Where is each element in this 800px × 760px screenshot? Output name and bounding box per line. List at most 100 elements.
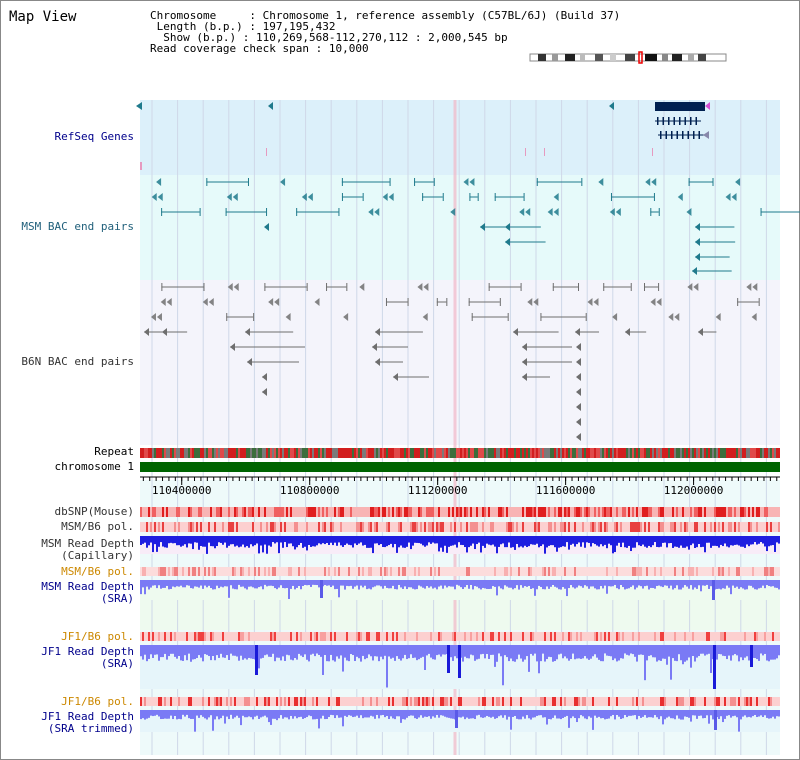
polymorphism-cell <box>644 567 646 576</box>
polymorphism-cell <box>738 697 740 706</box>
read-depth-bar <box>430 710 432 719</box>
track-label-jf1-b6-pol[interactable]: JF1/B6 pol. <box>61 630 134 643</box>
polymorphism-cell <box>160 567 162 576</box>
track-label-msm-b6-pol[interactable]: MSM/B6 pol. <box>61 520 134 533</box>
polymorphism-cell <box>258 567 260 576</box>
read-depth-bar <box>178 645 180 656</box>
polymorphism-cell <box>636 522 638 532</box>
polymorphism-cell <box>564 697 566 706</box>
repeat-segment <box>464 448 466 458</box>
read-depth-bar <box>624 710 626 716</box>
repeat-segment <box>436 448 438 458</box>
polymorphism-cell <box>144 522 146 532</box>
read-depth-bar <box>404 536 406 548</box>
bac-end <box>488 283 490 291</box>
repeat-segment <box>594 448 596 458</box>
polymorphism-cell <box>602 522 604 532</box>
polymorphism-cell <box>700 522 702 532</box>
track-label-jf1-depth-sra[interactable]: JF1 Read Depth (SRA) <box>0 646 134 670</box>
read-depth-bar <box>492 645 494 655</box>
read-depth-bar <box>730 536 732 546</box>
polymorphism-cell <box>258 522 260 532</box>
read-depth-bar <box>568 710 570 728</box>
read-depth-bar <box>294 536 296 550</box>
read-depth-bar <box>692 710 694 716</box>
read-depth-bar <box>716 645 718 660</box>
repeat-segment <box>220 448 222 458</box>
read-depth-bar <box>172 536 174 544</box>
polymorphism-cell <box>328 632 330 641</box>
polymorphism-cell <box>308 632 310 641</box>
polymorphism-cell <box>292 522 294 532</box>
read-depth-bar <box>544 710 546 718</box>
polymorphism-cell <box>762 507 764 517</box>
track-label-msm-bac[interactable]: MSM BAC end pairs <box>21 220 134 233</box>
polymorphism-cell <box>458 507 460 517</box>
read-depth-bar <box>474 536 476 550</box>
repeat-segment <box>434 448 436 458</box>
polymorphism-cell <box>268 567 270 576</box>
bac-end <box>266 208 268 216</box>
polymorphism-cell <box>540 697 542 706</box>
read-depth-bar <box>186 536 188 548</box>
read-depth-bar <box>198 580 200 588</box>
read-depth-bar <box>392 536 394 548</box>
polymorphism-cell <box>224 697 226 706</box>
polymorphism-cell <box>766 522 768 532</box>
read-depth-bar <box>388 580 390 589</box>
track-label-msm-b6-pol-2[interactable]: MSM/B6 pol. <box>61 565 134 578</box>
read-depth-bar <box>148 580 150 590</box>
polymorphism-cell <box>608 697 610 706</box>
track-label-refseq[interactable]: RefSeq Genes <box>54 130 134 143</box>
track-label-chromosome[interactable]: chromosome 1 <box>54 460 134 473</box>
polymorphism-cell <box>242 697 244 706</box>
read-depth-bar <box>536 580 538 590</box>
track-label-repeat[interactable]: Repeat <box>94 445 134 458</box>
ideogram-band <box>595 54 603 61</box>
repeat-segment <box>648 448 650 458</box>
polymorphism-cell <box>482 522 484 532</box>
read-depth-bar <box>708 645 710 654</box>
read-depth-bar <box>380 580 382 587</box>
repeat-segment <box>768 448 770 458</box>
read-depth-bar <box>398 536 400 548</box>
read-depth-bar <box>708 710 710 724</box>
read-depth-bar <box>188 536 190 544</box>
polymorphism-cell <box>630 632 632 641</box>
read-depth-bar <box>166 710 168 719</box>
read-depth-bar <box>630 536 632 552</box>
read-depth-bar <box>588 645 590 660</box>
read-depth-bar <box>142 536 144 544</box>
read-depth-bar <box>314 710 316 720</box>
track-label-msm-depth-capillary[interactable]: MSM Read Depth (Capillary) <box>0 538 134 562</box>
read-depth-bar <box>592 536 594 544</box>
read-depth-bar <box>662 645 664 659</box>
polymorphism-cell <box>684 632 686 641</box>
track-label-jf1-b6-pol-2[interactable]: JF1/B6 pol. <box>61 695 134 708</box>
repeat-segment <box>760 448 762 458</box>
repeat-segment <box>362 448 364 458</box>
polymorphism-cell <box>466 567 468 576</box>
read-depth-bar <box>776 536 778 543</box>
read-depth-bar <box>296 645 298 660</box>
polymorphism-cell <box>366 632 368 641</box>
track-label-dbsnp[interactable]: dbSNP(Mouse) <box>54 505 134 518</box>
track-label-jf1-depth-trimmed[interactable]: JF1 Read Depth (SRA trimmed) <box>0 711 134 735</box>
read-depth-bar <box>456 536 458 548</box>
polymorphism-cell <box>314 507 316 517</box>
read-depth-bar <box>356 580 358 586</box>
polymorphism-cell <box>600 522 602 532</box>
read-depth-bar <box>168 536 170 544</box>
polymorphism-cell <box>472 697 474 706</box>
polymorphism-cell <box>546 632 548 641</box>
read-depth-bar <box>558 710 560 719</box>
polymorphism-cell <box>550 697 552 706</box>
bac-end-icon <box>423 283 429 291</box>
repeat-segment <box>414 448 416 458</box>
track-label-msm-depth-sra[interactable]: MSM Read Depth (SRA) <box>0 581 134 605</box>
polymorphism-cell <box>230 507 232 517</box>
track-label-b6n-bac[interactable]: B6N BAC end pairs <box>21 355 134 368</box>
read-depth-bar <box>318 580 320 588</box>
polymorphism-cell <box>494 697 496 706</box>
